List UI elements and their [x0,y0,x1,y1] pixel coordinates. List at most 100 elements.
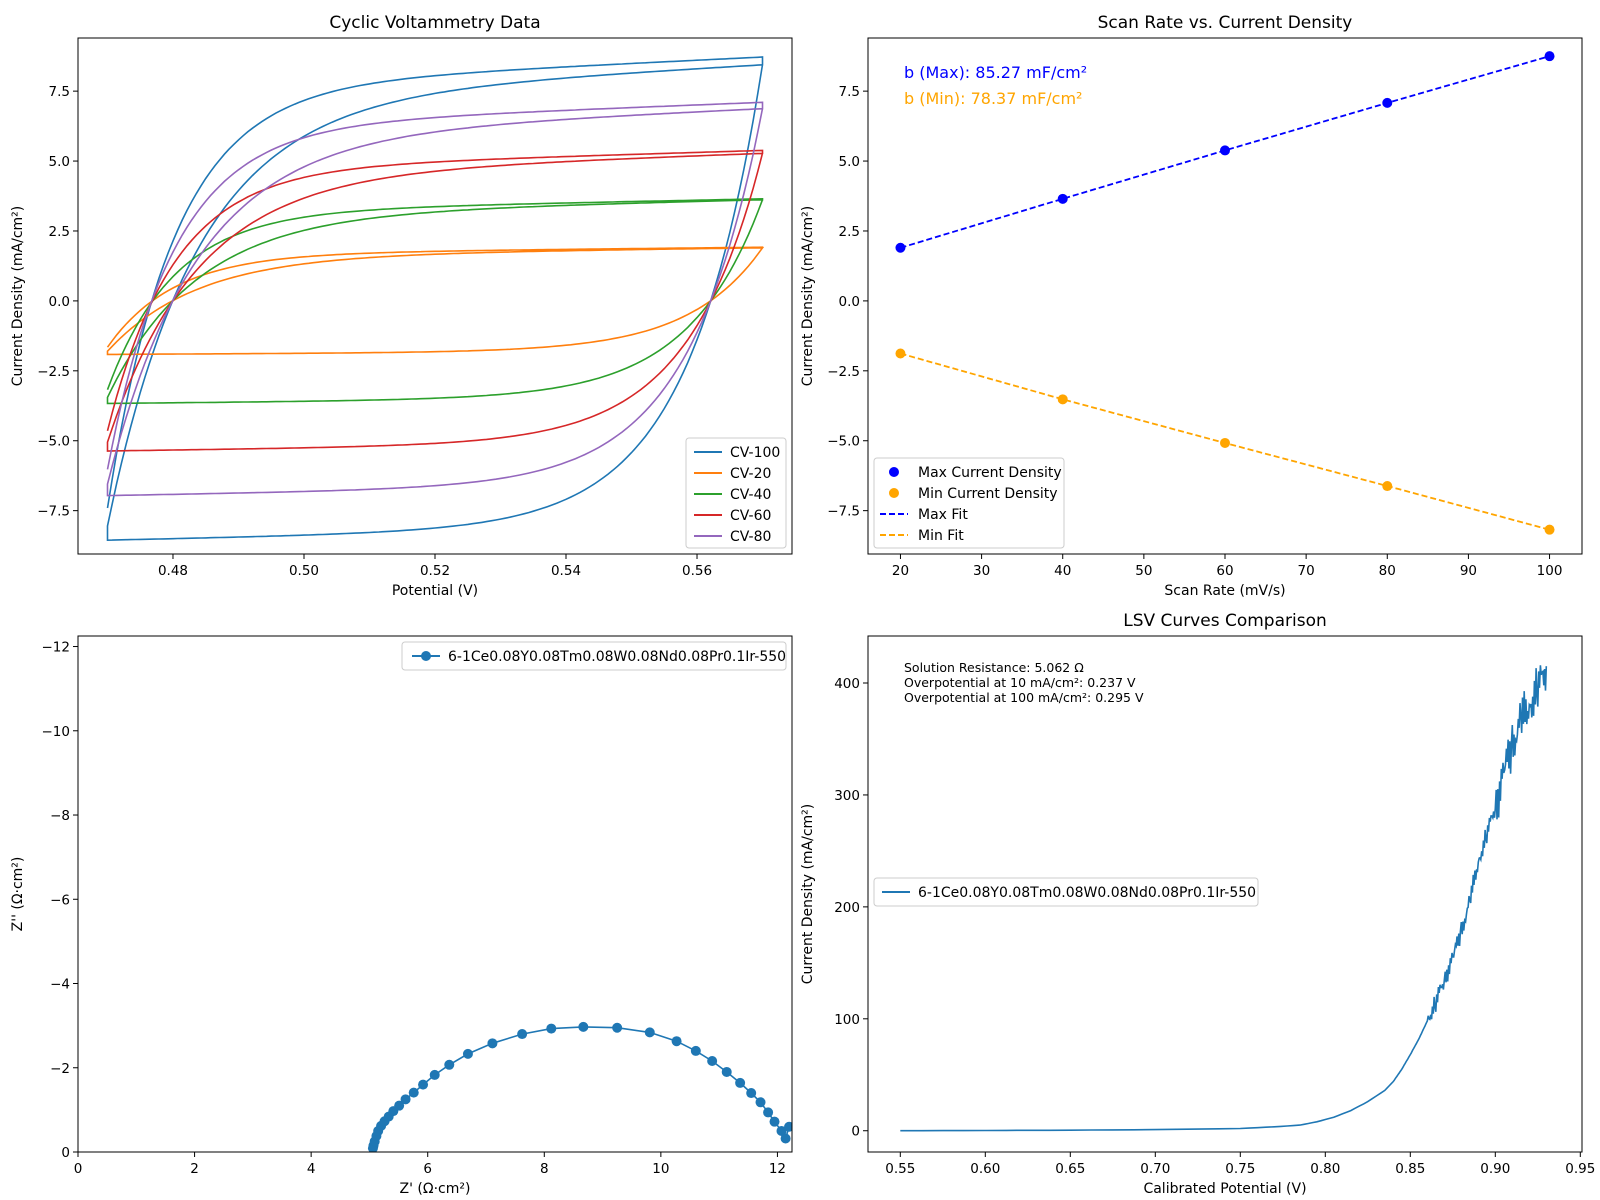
legend: 6-1Ce0.08Y0.08Tm0.08W0.08Nd0.08Pr0.1Ir-5… [873,877,1259,907]
lsv-annotation: Overpotential at 100 mA/cm²: 0.295 V [904,690,1144,705]
nyquist-point [763,1107,774,1118]
y-tick-label: −5.0 [827,434,860,450]
nyquist-point [400,1094,411,1105]
plot-frame [867,635,1583,1153]
nyquist-point [462,1048,473,1059]
x-tick-label: 0.55 [885,1161,915,1177]
lsv-curve [900,665,1548,1132]
x-tick-label: 0.54 [551,563,581,579]
nyquist-point [546,1023,557,1034]
y-tick-label: 7.5 [839,84,860,100]
nyquist-point [671,1036,682,1047]
legend: 6-1Ce0.08Y0.08Tm0.08W0.08Nd0.08Pr0.1Ir-5… [401,641,787,671]
legend-label: CV-100 [730,445,780,461]
legend-box [401,641,787,671]
y-tick-label: −4 [50,977,70,993]
x-tick-label: 0.70 [1140,1161,1170,1177]
plot-frame [77,37,793,555]
x-tick-label: 0.50 [289,563,319,579]
x-tick-label: 0.95 [1565,1161,1595,1177]
y-tick-label: −8 [50,808,70,824]
y-tick-label: 5.0 [49,154,70,170]
data-point [1382,97,1393,108]
x-tick-label: 0 [74,1161,83,1177]
y-tick-label: 0 [61,1145,70,1161]
legend: Max Current Density Min Current Density Ma… [873,457,1065,549]
x-tick-label: 0.85 [1395,1161,1425,1177]
y-tick-label: −7.5 [37,504,70,520]
nyquist-point [721,1066,732,1077]
x-tick-label: 0.90 [1480,1161,1510,1177]
data-point [1057,394,1068,405]
cv-curve-cv-60 [106,149,764,452]
legend-label: Min Current Density [918,486,1058,502]
chart-title: LSV Curves Comparison [1123,611,1327,631]
legend-marker [889,488,899,498]
legend-label: 6-1Ce0.08Y0.08Tm0.08W0.08Nd0.08Pr0.1Ir-5… [448,649,786,665]
legend-label: Min Fit [918,528,964,544]
nyquist-point [690,1045,701,1056]
nyquist-point [418,1079,429,1090]
y-tick-label: 0 [851,1124,860,1140]
x-tick-label: 40 [1054,563,1071,579]
nyquist-point [394,1100,405,1111]
nyquist-point [784,1121,792,1132]
legend-marker [421,651,431,661]
panel-4: LSV Curves Comparison Calibrated Potentia… [800,611,1595,1197]
nyquist-point [429,1069,440,1080]
y-axis-label: Current Density (mA/cm²) [800,804,816,985]
legend-label: CV-40 [730,487,771,503]
y-axis-label: Current Density (mA/cm²) [10,206,26,387]
x-tick-label: 0.60 [970,1161,1000,1177]
y-tick-label: −12 [42,640,71,656]
y-tick-label: 400 [834,676,860,692]
x-tick-label: 2 [190,1161,199,1177]
y-tick-label: 5.0 [839,154,860,170]
x-axis-label: Scan Rate (mV/s) [1164,583,1285,599]
cv-curve-cv-80 [106,101,764,497]
x-tick-label: 0.65 [1055,1161,1085,1177]
panel-2: Scan Rate vs. Current Density Scan Rate (… [800,13,1583,599]
x-tick-label: 20 [892,563,909,579]
lsv-annotation: Solution Resistance: 5.062 Ω [904,660,1084,675]
cv-curve-cv-40 [106,197,764,405]
x-axis-label: Calibrated Potential (V) [1143,1181,1306,1197]
legend-label: 6-1Ce0.08Y0.08Tm0.08W0.08Nd0.08Pr0.1Ir-5… [918,885,1256,901]
data-point [1382,481,1393,492]
legend: CV-100 CV-20 CV-40 CV-60 CV-80 [685,437,787,549]
cv-curve-cv-20 [106,246,765,356]
y-tick-label: 2.5 [49,224,70,240]
x-tick-label: 4 [307,1161,316,1177]
x-tick-label: 80 [1379,563,1396,579]
nyquist-point [487,1038,498,1049]
chart-title: Cyclic Voltammetry Data [329,13,540,33]
plot-frame [867,37,1583,555]
x-tick-label: 6 [423,1161,432,1177]
y-tick-label: −5.0 [37,434,70,450]
x-tick-label: 70 [1298,563,1315,579]
nyquist-point [578,1021,589,1032]
y-tick-label: 200 [834,900,860,916]
nyquist-point [776,1125,787,1136]
legend-box [873,457,1065,549]
x-tick-label: 0.80 [1310,1161,1340,1177]
x-tick-label: 0.48 [158,563,188,579]
chart-title: Scan Rate vs. Current Density [1098,13,1353,33]
data-point [1220,145,1230,156]
x-tick-label: 90 [1460,563,1477,579]
nyquist-point [707,1056,718,1067]
annotation-b-min: b (Min): 78.37 mF/cm² [904,89,1082,108]
data-point [1544,524,1555,535]
y-tick-label: −2 [50,1061,70,1077]
legend-box [873,877,1259,907]
data-point [1057,193,1068,204]
y-tick-label: −6 [50,892,70,908]
annotation-b-max: b (Max): 85.27 mF/cm² [904,63,1087,82]
legend-label: CV-20 [730,466,771,482]
y-tick-label: −10 [42,724,71,740]
plot-frame [77,635,793,1153]
x-tick-label: 60 [1216,563,1233,579]
x-axis-label: Potential (V) [392,583,478,599]
x-tick-label: 30 [973,563,990,579]
nyquist-point [746,1088,757,1099]
